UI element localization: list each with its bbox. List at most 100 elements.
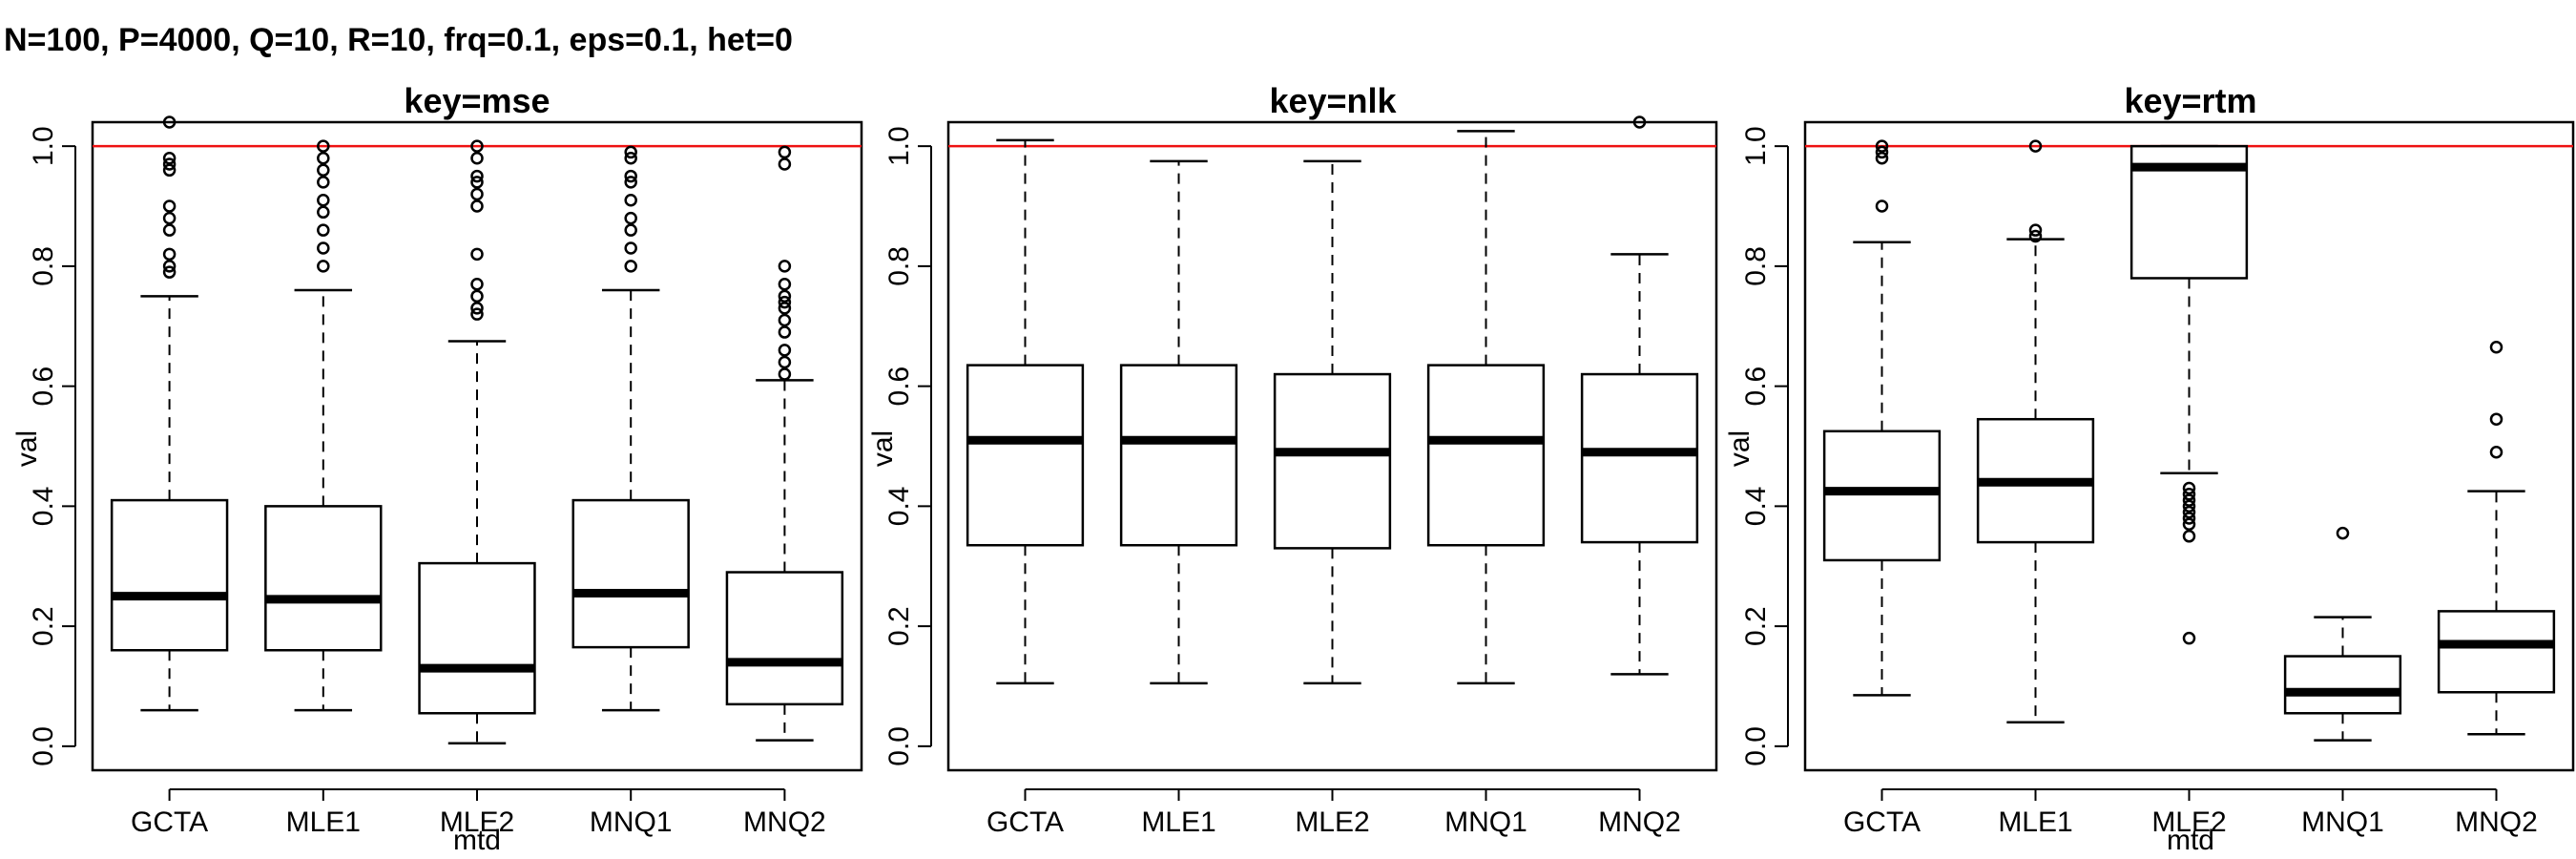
iqr-box (110, 498, 229, 652)
panel-title: key=mse (404, 81, 550, 120)
x-tick-label: MNQ1 (590, 807, 673, 838)
box-mle1 (1119, 159, 1238, 685)
iqr-box (2437, 610, 2556, 694)
panel-mse: key=mse val mtd 0.0 0.2 0.4 0.6 0.8 1.0 GCTA ML… (11, 81, 863, 856)
x-tick-label: MNQ2 (743, 807, 826, 838)
y-tick-label: 0.4 (883, 487, 915, 527)
panel-title: key=rtm (2124, 81, 2256, 120)
y-tick-label: 1.0 (1740, 126, 1772, 166)
outlier-point (2028, 229, 2043, 243)
outlier-point (317, 193, 330, 207)
outlier-point (162, 163, 177, 178)
y-tick-label: 0.0 (1740, 726, 1772, 766)
outlier-point (317, 223, 330, 237)
iqr-box (571, 498, 690, 649)
y-tick-label: 1.0 (28, 126, 59, 166)
plot-frame (91, 120, 863, 772)
plot-frame (1803, 120, 2575, 772)
y-tick-label: 0.4 (1740, 487, 1772, 527)
x-tick-label: MLE2 (1295, 807, 1369, 838)
outlier-point (778, 157, 792, 171)
outlier-point (624, 193, 637, 207)
iqr-box (1273, 372, 1392, 550)
outlier-point (1875, 139, 1889, 153)
outlier-point (778, 367, 792, 381)
box-mle2 (418, 139, 536, 744)
outlier-point (162, 211, 177, 225)
outlier-point (2028, 223, 2043, 237)
y-tick-label: 0.8 (883, 246, 915, 286)
outlier-point (2182, 530, 2196, 543)
box-mle1 (1976, 139, 2095, 723)
outlier-point (624, 211, 637, 225)
outlier-point (470, 307, 484, 321)
y-tick-label: 0.2 (1740, 606, 1772, 646)
y-axis-label: val (1724, 430, 1755, 467)
outlier-point (624, 176, 637, 189)
outlier-point (317, 241, 330, 255)
outlier-point (470, 176, 484, 189)
y-tick-label: 0.0 (28, 726, 59, 766)
y-axis-label: val (867, 430, 899, 467)
iqr-box (1119, 364, 1238, 547)
outlier-point (778, 302, 792, 315)
outlier-point (624, 260, 637, 273)
box-mnq1 (2283, 526, 2402, 742)
outlier-point (2182, 493, 2196, 507)
outlier-point (470, 187, 484, 201)
x-tick-label: MNQ2 (2455, 807, 2538, 838)
outlier-point (470, 302, 484, 315)
box-mle1 (264, 139, 383, 712)
box-gcta (110, 115, 229, 712)
outlier-point (317, 139, 330, 153)
outlier-point (162, 247, 177, 262)
outlier-point (778, 325, 792, 339)
outlier-point (162, 265, 177, 279)
outlier-point (2489, 446, 2503, 459)
plot-frame (946, 120, 1718, 772)
iqr-box (1580, 372, 1699, 544)
box-mle2 (2129, 144, 2249, 645)
y-tick-label: 0.8 (1740, 246, 1772, 286)
x-tick-label: GCTA (1843, 807, 1921, 838)
outlier-point (2182, 631, 2196, 645)
outlier-point (624, 145, 637, 159)
iqr-box (418, 561, 536, 715)
outlier-point (2182, 481, 2196, 495)
x-tick-label: MLE1 (1141, 807, 1215, 838)
x-tick-label: MLE1 (286, 807, 361, 838)
y-tick-label: 0.6 (28, 367, 59, 407)
outlier-point (2489, 341, 2503, 354)
outlier-point (2182, 512, 2196, 525)
y-tick-label: 0.2 (883, 606, 915, 646)
iqr-box (1822, 430, 1942, 562)
y-axis-label: val (11, 430, 43, 467)
x-tick-label: MNQ1 (2301, 807, 2384, 838)
outlier-point (778, 295, 792, 309)
y-tick-label: 0.6 (883, 367, 915, 407)
outlier-point (162, 260, 177, 273)
x-tick-label: GCTA (131, 807, 208, 838)
outlier-point (162, 223, 177, 237)
outlier-point (317, 260, 330, 273)
outlier-point (162, 157, 177, 171)
outlier-point (470, 139, 484, 153)
box-mnq2 (1580, 115, 1699, 676)
iqr-box (2283, 655, 2402, 715)
x-tick-label: MLE1 (1998, 807, 2072, 838)
outlier-point (778, 145, 792, 159)
figure-title: N=100, P=4000, Q=10, R=10, frq=0.1, eps=… (4, 22, 793, 58)
x-tick-label: MLE2 (2151, 807, 2226, 838)
outlier-point (162, 199, 177, 213)
y-tick-label: 1.0 (883, 126, 915, 166)
outlier-point (470, 199, 484, 213)
outlier-point (2182, 505, 2196, 519)
iqr-box (1426, 364, 1546, 547)
outlier-point (624, 169, 637, 183)
outlier-point (624, 241, 637, 255)
y-tick-label: 0.4 (28, 487, 59, 527)
y-tick-label: 0.2 (28, 606, 59, 646)
panel-nlk: key=nlk val 0.0 0.2 0.4 0.6 0.8 1.0 GCTA MLE1 ML… (867, 81, 1718, 838)
box-mnq1 (571, 145, 690, 712)
outlier-point (2182, 488, 2196, 501)
